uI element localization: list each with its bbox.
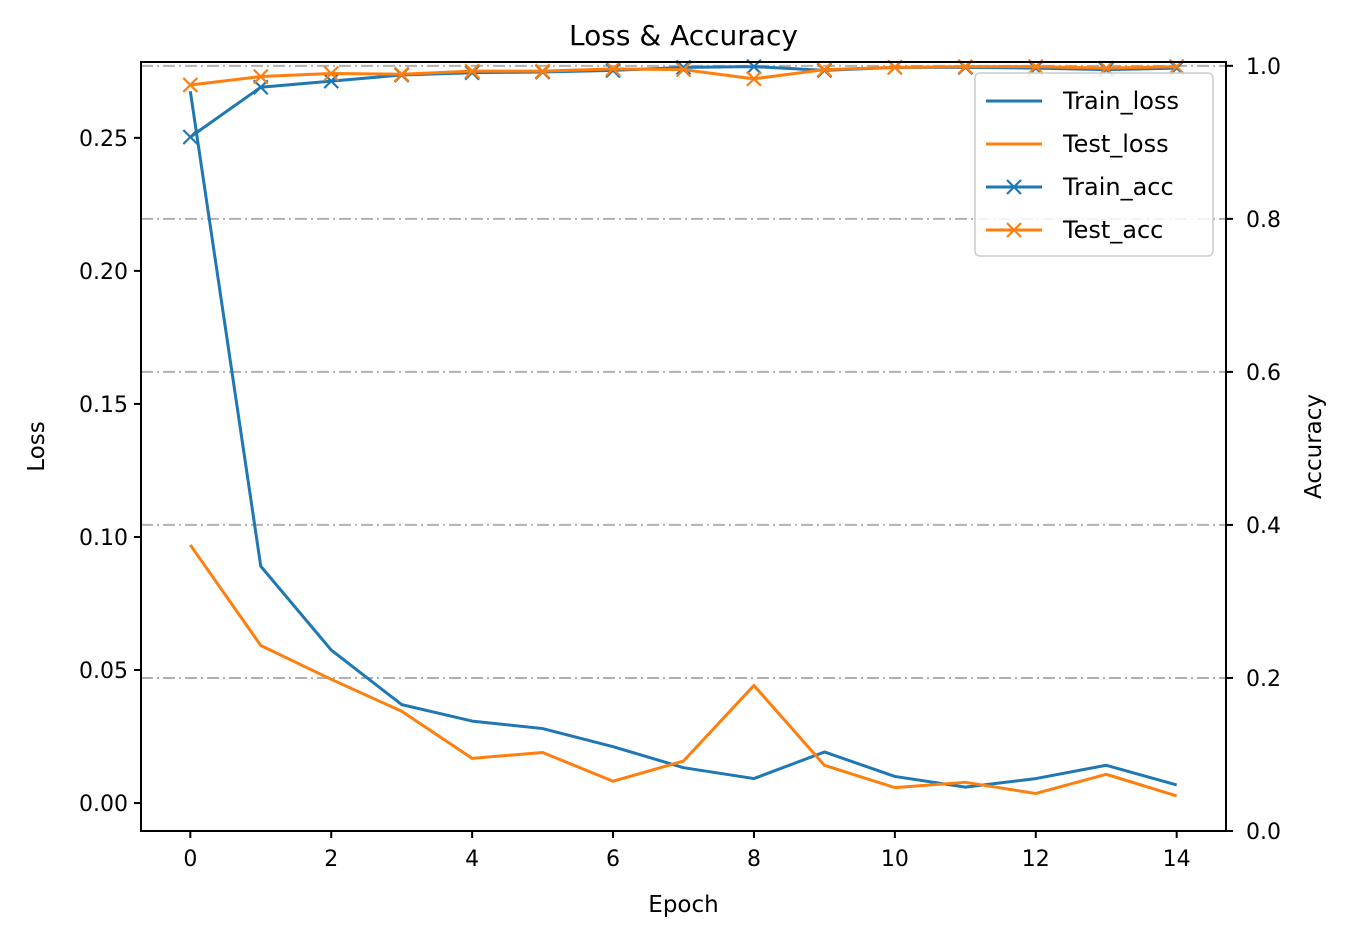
x-tick-label: 14 <box>1163 847 1191 872</box>
data-point <box>464 63 480 79</box>
y2-tick-label: 0.2 <box>1246 667 1281 692</box>
data-point <box>323 73 340 89</box>
series-line-train-loss <box>188 91 1178 789</box>
series <box>182 58 1185 798</box>
y-tick-label: 0.15 <box>79 393 128 418</box>
data-point <box>393 66 410 83</box>
x-tick-label: 6 <box>606 847 620 872</box>
legend-label: Test_acc <box>1062 216 1163 244</box>
data-point <box>182 77 199 93</box>
y-tick-label: 0.00 <box>79 792 128 817</box>
y2-tick-label: 0.0 <box>1246 820 1281 845</box>
legend: Train_loss Test_loss Train_acc Test_acc <box>974 72 1214 257</box>
y2-tick-label: 0.8 <box>1246 208 1281 233</box>
y-tick-label: 0.10 <box>79 526 128 551</box>
chart-title: Loss & Accuracy <box>569 19 798 52</box>
data-point <box>252 68 269 85</box>
x-tick-label: 4 <box>465 847 479 872</box>
axes: 0 2 4 6 8 10 12 14 0.00 0.05 0.10 0.15 0.20 0.25 0.0 0.… <box>79 55 1281 872</box>
series-line-test-loss <box>189 544 1178 798</box>
data-point <box>816 61 833 78</box>
data-point <box>605 61 621 77</box>
y2-tick-label: 1.0 <box>1246 55 1281 80</box>
data-point <box>675 61 692 78</box>
y-tick-label: 0.25 <box>79 127 128 152</box>
y-tick-label: 0.05 <box>79 659 128 684</box>
x-tick-label: 0 <box>183 847 197 872</box>
legend-marker <box>1006 222 1022 238</box>
legend-marker <box>1006 179 1022 195</box>
x-axis-label: Epoch <box>648 892 718 918</box>
legend-box <box>974 72 1214 257</box>
plot-frame <box>140 61 1227 832</box>
y-axis-label: Loss <box>24 421 50 471</box>
y2-tick-label: 0.4 <box>1246 514 1281 539</box>
y2-axis-label: Accuracy <box>1301 394 1327 499</box>
x-tick-label: 12 <box>1022 847 1050 872</box>
data-point <box>182 129 199 145</box>
x-tick-label: 8 <box>747 847 761 872</box>
data-point <box>534 63 551 79</box>
data-point <box>323 65 340 82</box>
y-tick-label: 0.20 <box>79 260 128 285</box>
x-tick-label: 10 <box>881 847 909 872</box>
data-point <box>746 71 762 87</box>
y2-tick-label: 0.6 <box>1246 361 1281 386</box>
x-tick-label: 2 <box>324 847 338 872</box>
legend-label: Train_loss <box>1062 87 1179 115</box>
legend-label: Test_loss <box>1062 130 1169 158</box>
legend-label: Train_acc <box>1062 173 1174 201</box>
